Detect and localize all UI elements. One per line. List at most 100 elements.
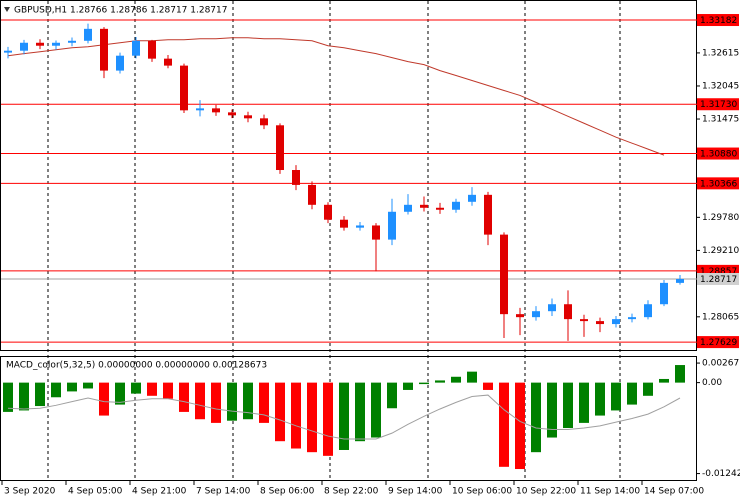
candle-body — [532, 311, 540, 318]
histogram-bar — [211, 382, 221, 423]
level-label-box — [697, 177, 739, 190]
candle-body — [340, 219, 348, 228]
candle-body — [564, 304, 572, 320]
histogram-bar — [179, 382, 189, 412]
histogram-bar — [291, 382, 301, 449]
candle-body — [436, 207, 444, 210]
symbol-icon — [4, 7, 10, 12]
histogram-bar — [643, 382, 653, 396]
level-label-box — [697, 98, 739, 111]
y-tick-label: 0.0026712 — [702, 359, 740, 369]
candle-body — [52, 42, 60, 46]
histogram-bar — [579, 382, 589, 423]
histogram-bar — [387, 382, 397, 409]
candle-body — [676, 278, 684, 283]
candle-body — [660, 282, 668, 305]
histogram-bar — [259, 382, 269, 423]
histogram-bar — [323, 382, 333, 456]
candle-body — [580, 319, 588, 322]
candle-body — [644, 304, 652, 318]
x-tick-label: 10 Sep 06:00 — [452, 487, 512, 497]
histogram-bar — [451, 376, 461, 383]
histogram-bar — [371, 382, 381, 438]
y-tick-label: 0.00 — [702, 378, 722, 388]
histogram-bar — [595, 382, 605, 416]
histogram-bar — [115, 382, 125, 405]
candle-body — [308, 184, 316, 205]
y-tick-label: 1.28065 — [702, 312, 739, 322]
level-label: 1.33182 — [700, 16, 737, 26]
candle-body — [276, 125, 284, 171]
histogram-bar — [435, 380, 445, 383]
candle-body — [228, 112, 236, 116]
histogram-bar — [243, 382, 253, 420]
histogram-bar — [499, 382, 509, 467]
candle-body — [180, 65, 188, 111]
candle-body — [20, 42, 28, 51]
y-tick-label: 1.32615 — [702, 48, 739, 58]
histogram-bar — [35, 382, 45, 407]
histogram-bar — [515, 382, 525, 470]
histogram-bar — [403, 382, 413, 390]
candle-body — [100, 28, 108, 71]
candle-body — [628, 317, 636, 320]
histogram-bar — [51, 382, 61, 398]
histogram-bar — [339, 382, 349, 450]
y-tick-label: -0.012422 — [702, 469, 740, 479]
level-label-box — [697, 14, 739, 27]
histogram-bar — [547, 382, 557, 438]
candle-body — [516, 314, 524, 318]
candle-body — [36, 42, 44, 46]
moving-average — [7, 37, 665, 156]
histogram-bar — [563, 382, 573, 429]
candle-body — [388, 211, 396, 240]
candle-body — [356, 225, 364, 228]
last-price-box — [697, 272, 739, 285]
histogram-bar — [467, 371, 477, 383]
level-label-box — [697, 336, 739, 349]
candle-body — [596, 321, 604, 325]
candle-body — [324, 204, 332, 220]
level-label: 1.28857 — [700, 267, 737, 277]
histogram-bar — [147, 382, 157, 396]
candle-body — [212, 108, 220, 113]
level-label: 1.30880 — [700, 150, 737, 160]
candle-body — [548, 304, 556, 312]
x-tick-label: 9 Sep 14:00 — [388, 487, 443, 497]
x-tick-label: 8 Sep 22:00 — [324, 487, 379, 497]
histogram-bar — [227, 382, 237, 421]
x-tick-label: 14 Sep 07:00 — [644, 487, 704, 497]
candle-body — [292, 170, 300, 185]
histogram-bar — [99, 382, 109, 416]
y-tick-label: 1.29210 — [702, 246, 739, 256]
level-label: 1.30366 — [700, 179, 737, 189]
candle-body — [372, 225, 380, 240]
price-title: GBPUSD,H1 1.28766 1.28786 1.28717 1.2871… — [14, 6, 227, 16]
histogram-bar — [195, 382, 205, 420]
histogram-bar — [275, 382, 285, 442]
candle-body — [500, 234, 508, 315]
histogram-bar — [675, 365, 685, 383]
histogram-bar — [531, 382, 541, 453]
histogram-bar — [419, 382, 429, 385]
candle-body — [404, 204, 412, 212]
histogram-bar — [611, 382, 621, 411]
candle-body — [244, 115, 252, 119]
x-tick-label: 8 Sep 06:00 — [260, 487, 315, 497]
histogram-bar — [3, 382, 13, 412]
candle-body — [468, 194, 476, 202]
signal-line — [7, 394, 681, 440]
candle-body — [260, 118, 268, 126]
histogram-bar — [627, 382, 637, 405]
x-tick-label: 4 Sep 21:00 — [132, 487, 187, 497]
x-tick-label: 11 Sep 14:00 — [580, 487, 640, 497]
histogram-bar — [307, 382, 317, 453]
candle-body — [196, 108, 204, 111]
histogram-bar — [483, 382, 493, 390]
price-panel-frame — [0, 0, 697, 351]
candle-body — [148, 40, 156, 59]
histogram-bar — [83, 382, 93, 389]
